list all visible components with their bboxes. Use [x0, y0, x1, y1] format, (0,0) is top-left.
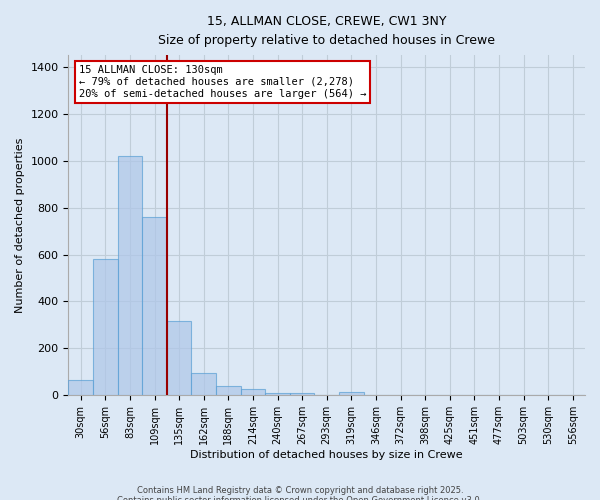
Bar — [191, 373, 216, 396]
Bar — [265, 393, 290, 396]
Text: 15 ALLMAN CLOSE: 130sqm
← 79% of detached houses are smaller (2,278)
20% of semi: 15 ALLMAN CLOSE: 130sqm ← 79% of detache… — [79, 66, 366, 98]
Bar — [68, 380, 93, 396]
Bar — [93, 260, 118, 396]
Title: 15, ALLMAN CLOSE, CREWE, CW1 3NY
Size of property relative to detached houses in: 15, ALLMAN CLOSE, CREWE, CW1 3NY Size of… — [158, 15, 495, 47]
Bar — [339, 392, 364, 396]
Bar — [118, 156, 142, 396]
Bar — [241, 390, 265, 396]
X-axis label: Distribution of detached houses by size in Crewe: Distribution of detached houses by size … — [190, 450, 463, 460]
Bar — [142, 217, 167, 396]
Text: Contains HM Land Registry data © Crown copyright and database right 2025.: Contains HM Land Registry data © Crown c… — [137, 486, 463, 495]
Text: Contains public sector information licensed under the Open Government Licence v3: Contains public sector information licen… — [118, 496, 482, 500]
Y-axis label: Number of detached properties: Number of detached properties — [15, 138, 25, 313]
Bar — [290, 393, 314, 396]
Bar — [167, 322, 191, 396]
Bar — [216, 386, 241, 396]
